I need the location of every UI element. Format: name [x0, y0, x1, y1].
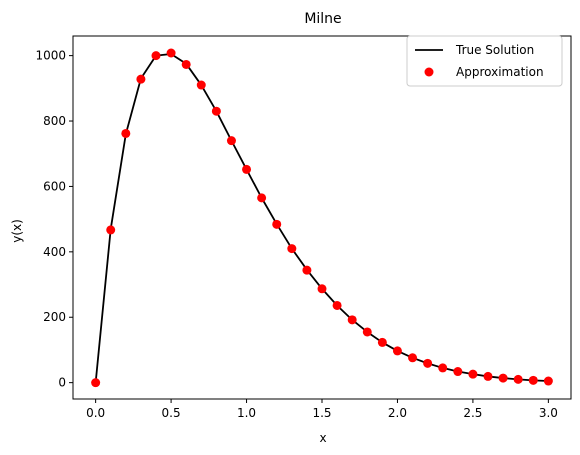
x-tick-label: 2.5	[463, 406, 482, 420]
series-point-approximation	[332, 300, 342, 310]
series-point-approximation	[453, 367, 463, 377]
series-point-approximation	[392, 346, 402, 356]
series-point-approximation	[287, 244, 297, 254]
series-point-approximation	[423, 358, 433, 368]
y-tick-label: 400	[43, 245, 66, 259]
series-point-approximation	[543, 376, 553, 386]
x-tick-label: 0.5	[162, 406, 181, 420]
x-tick-label: 3.0	[539, 406, 558, 420]
x-tick-label: 1.0	[237, 406, 256, 420]
x-tick-label: 1.5	[312, 406, 331, 420]
legend: True Solution Approximation	[406, 35, 563, 87]
x-tick-label: 2.0	[388, 406, 407, 420]
y-tick-label: 200	[43, 310, 66, 324]
series-point-approximation	[121, 128, 131, 138]
series-point-approximation	[498, 373, 508, 383]
series-point-approximation	[272, 219, 282, 229]
series-point-approximation	[377, 337, 387, 347]
series-point-approximation	[242, 164, 252, 174]
series-point-approximation	[302, 265, 312, 275]
plot-markers	[91, 48, 553, 388]
series-point-approximation	[317, 284, 327, 294]
legend-swatch-approximation	[424, 67, 434, 77]
series-point-approximation	[106, 225, 116, 235]
y-tick-label: 0	[58, 376, 66, 390]
chart-title: Milne	[304, 11, 341, 27]
legend-label-approximation: Approximation	[456, 65, 544, 79]
x-axis-label: x	[319, 431, 326, 445]
x-axis-ticks: 0.0 0.5 1.0 1.5 2.0 2.5 3.0	[86, 399, 558, 420]
series-point-approximation	[226, 136, 236, 146]
y-axis-ticks: 0 200 400 600 800 1000	[35, 49, 73, 390]
y-tick-label: 600	[43, 179, 66, 193]
series-point-approximation	[151, 51, 161, 61]
y-tick-label: 800	[43, 114, 66, 128]
series-point-approximation	[468, 369, 478, 379]
x-tick-label: 0.0	[86, 406, 105, 420]
legend-box	[406, 35, 563, 87]
series-point-approximation	[91, 378, 101, 388]
y-tick-label: 1000	[35, 49, 66, 63]
series-point-approximation	[136, 74, 146, 84]
series-point-approximation	[347, 315, 357, 325]
series-point-approximation	[257, 193, 267, 203]
series-point-approximation	[362, 327, 372, 337]
series-point-approximation	[408, 353, 418, 363]
series-point-approximation	[196, 80, 206, 90]
series-point-approximation	[483, 371, 493, 381]
legend-label-true-solution: True Solution	[455, 43, 534, 57]
series-point-approximation	[211, 106, 221, 116]
series-point-approximation	[166, 48, 176, 58]
series-point-approximation	[528, 375, 538, 385]
series-point-approximation	[438, 363, 448, 373]
y-axis-label: y(x)	[10, 219, 24, 243]
series-point-approximation	[513, 374, 523, 384]
series-point-approximation	[181, 59, 191, 69]
